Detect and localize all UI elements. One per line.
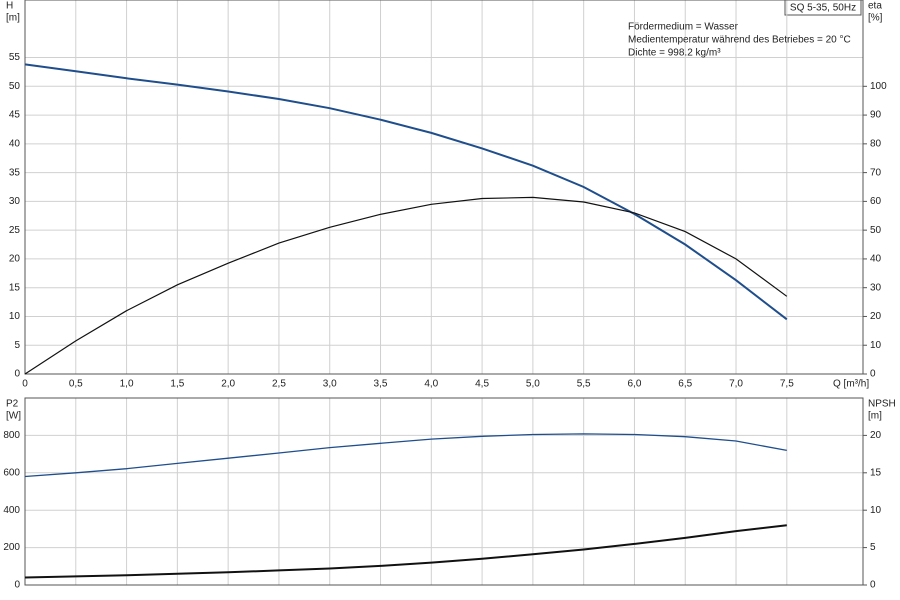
y-tick-label: 400 bbox=[3, 505, 20, 516]
x-axis-label: Q [m³/h] bbox=[833, 379, 869, 390]
y-tick-label: 40 bbox=[9, 138, 21, 149]
x-tick-label: 2,5 bbox=[272, 379, 286, 390]
y-axis-label: P2 bbox=[6, 399, 19, 410]
y2-tick-label: 30 bbox=[870, 282, 882, 293]
curve bbox=[24, 433, 787, 478]
x-tick-label: 2,0 bbox=[221, 379, 235, 390]
y-tick-label: 0 bbox=[14, 369, 20, 380]
x-tick-label: 6,0 bbox=[628, 379, 642, 390]
y2-axis-unit: [%] bbox=[868, 13, 883, 24]
y-axis-unit: [W] bbox=[6, 411, 21, 422]
y-tick-label: 200 bbox=[3, 542, 20, 553]
x-tick-label: 5,5 bbox=[577, 379, 591, 390]
y2-tick-label: 10 bbox=[870, 340, 882, 351]
info-note: Dichte = 998.2 kg/m³ bbox=[628, 48, 721, 59]
y2-axis-label: eta bbox=[868, 1, 882, 12]
plot-frame bbox=[24, 397, 864, 586]
y-tick-label: 55 bbox=[9, 52, 21, 63]
y2-tick-label: 90 bbox=[870, 110, 882, 121]
title-box bbox=[784, 0, 862, 16]
x-tick-label: 7,0 bbox=[729, 379, 743, 390]
x-tick-label: 1,0 bbox=[120, 379, 134, 390]
y2-tick-label: 40 bbox=[870, 254, 882, 265]
y-tick-label: 15 bbox=[9, 282, 21, 293]
y2-tick-label: 0 bbox=[870, 369, 876, 380]
y2-tick-label: 60 bbox=[870, 196, 882, 207]
info-note: Fördermedium = Wasser bbox=[628, 22, 739, 33]
x-tick-label: 0,5 bbox=[69, 379, 83, 390]
y2-tick-label: 50 bbox=[870, 225, 882, 236]
y-axis-unit: [m] bbox=[6, 13, 20, 24]
info-note: Medientemperatur während des Betriebes =… bbox=[628, 35, 851, 46]
x-tick-label: 7,5 bbox=[780, 379, 794, 390]
x-tick-label: 3,5 bbox=[374, 379, 388, 390]
y-tick-label: 45 bbox=[9, 110, 21, 121]
plot-frame bbox=[24, 0, 864, 375]
curve bbox=[24, 63, 788, 321]
y2-tick-label: 100 bbox=[870, 81, 887, 92]
y2-tick-label: 20 bbox=[870, 430, 882, 441]
curve bbox=[24, 196, 788, 375]
y-tick-label: 30 bbox=[9, 196, 21, 207]
y-tick-label: 10 bbox=[9, 311, 21, 322]
y2-tick-label: 10 bbox=[870, 505, 882, 516]
y-tick-label: 50 bbox=[9, 81, 21, 92]
y2-tick-label: 70 bbox=[870, 167, 882, 178]
x-tick-label: 0 bbox=[22, 379, 28, 390]
x-tick-label: 1,5 bbox=[170, 379, 184, 390]
y2-tick-label: 15 bbox=[870, 467, 882, 478]
y-tick-label: 5 bbox=[14, 340, 20, 351]
y-tick-label: 0 bbox=[14, 580, 20, 591]
x-tick-label: 5,0 bbox=[526, 379, 540, 390]
x-tick-label: 4,0 bbox=[424, 379, 438, 390]
y-tick-label: 20 bbox=[9, 254, 21, 265]
y2-tick-label: 80 bbox=[870, 138, 882, 149]
y-tick-label: 35 bbox=[9, 167, 21, 178]
y2-tick-label: 0 bbox=[870, 580, 876, 591]
x-tick-label: 4,5 bbox=[475, 379, 489, 390]
chart-title: SQ 5-35, 50Hz bbox=[790, 3, 856, 14]
y2-axis-label: NPSH bbox=[868, 399, 896, 410]
y2-axis-unit: [m] bbox=[868, 411, 882, 422]
y2-tick-label: 20 bbox=[870, 311, 882, 322]
y-tick-label: 25 bbox=[9, 225, 21, 236]
y-tick-label: 800 bbox=[3, 430, 20, 441]
y2-tick-label: 5 bbox=[870, 542, 876, 553]
x-tick-label: 3,0 bbox=[323, 379, 337, 390]
curve bbox=[24, 524, 787, 579]
y-axis-label: H bbox=[6, 1, 13, 12]
y-tick-label: 600 bbox=[3, 467, 20, 478]
x-tick-label: 6,5 bbox=[678, 379, 692, 390]
